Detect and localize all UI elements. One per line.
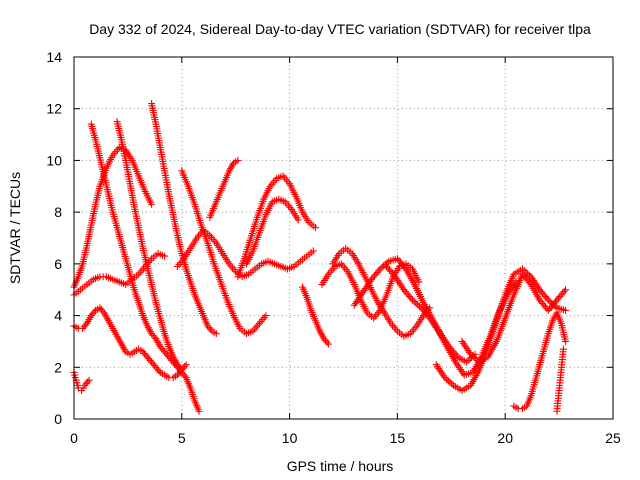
data-point-dense [414,301,422,309]
y-tick-label: 6 [54,256,62,272]
grid-layer [74,57,613,419]
data-point-dense [176,364,184,372]
series-sat-i [173,226,317,281]
x-tick-label: 0 [70,430,78,446]
y-tick-label: 4 [54,308,62,324]
series-sat-g [148,100,220,338]
data-point [441,374,449,382]
data-point [85,376,93,384]
x-tick-label: 25 [605,430,621,446]
series-sat-k [234,172,319,281]
data-point-dense [424,312,432,320]
data-point-dense [150,333,158,341]
data-point-dense [470,353,478,361]
series-sat-d [70,250,169,299]
x-tick-label: 10 [282,430,298,446]
data-point [462,358,470,366]
data-point [376,265,384,273]
data-point [148,200,156,208]
data-point-dense [181,372,189,380]
data-point [415,278,423,286]
data-point-dense [448,380,456,388]
data-point [562,286,570,294]
series-sat-j [206,156,242,221]
data-point [234,156,242,164]
data-point [467,350,475,358]
data-point [178,366,186,374]
data-point-dense [412,299,420,307]
x-axis-label: GPS time / hours [287,458,394,474]
x-tick-label: 20 [497,430,513,446]
series-sat-l [242,195,302,268]
y-tick-label: 12 [46,101,62,117]
data-point-dense [155,367,163,375]
y-tick-label: 8 [54,204,62,220]
tick-layer: 0 5 10 15 20 25 0 2 4 6 8 10 12 14 [46,49,621,446]
chart-title: Day 332 of 2024, Sidereal Day-to-day VTE… [89,21,591,37]
series-sat-s [458,270,570,366]
series-sat-m [299,283,332,348]
series-sat-e [87,120,203,415]
marks-layer [70,100,570,415]
series-sat-t [510,309,570,413]
y-tick-label: 0 [54,411,62,427]
data-point [562,337,570,345]
data-point-dense [526,279,534,287]
series-sat-b [70,368,93,395]
data-point [212,330,220,338]
data-point [311,224,319,232]
y-tick-label: 14 [46,49,62,65]
data-point [195,407,203,415]
data-point-dense [543,294,551,302]
data-point-dense [207,325,215,333]
series-sat-r [432,265,570,395]
series-sat-u [553,345,567,415]
data-point-dense [390,271,398,279]
plot-frame [73,56,614,420]
data-point-dense [90,308,98,316]
series-sat-a [70,144,156,291]
data-point-dense [525,271,533,279]
data-point-dense [410,298,418,306]
data-point [408,296,416,304]
data-point [294,216,302,224]
series-sat-n [318,260,423,322]
data-point-dense [323,338,331,346]
data-point [182,361,190,369]
data-point [562,306,570,314]
data-point-dense [464,357,472,365]
data-point [559,345,567,353]
x-tick-label: 15 [390,430,406,446]
data-point-dense [81,321,89,329]
data-point [544,296,552,304]
data-point-dense [401,263,409,271]
y-tick-label: 2 [54,359,62,375]
data-point-dense [375,267,383,275]
y-tick-label: 10 [46,152,62,168]
data-point [309,247,317,255]
data-point-dense [99,307,107,315]
data-point-dense [468,352,476,360]
data-point-dense [444,377,452,385]
series-sat-o [329,244,434,340]
data-point-dense [472,355,480,363]
data-point-dense [443,375,451,383]
data-point-dense [378,263,386,271]
y-axis-label: SDTVAR / TECUs [7,172,23,284]
data-point-dense [560,287,568,295]
data-point-dense [415,302,423,310]
data-point [161,252,169,260]
series-sat-h [178,167,270,338]
x-tick-label: 5 [178,430,186,446]
data-point [262,312,270,320]
data-point [324,340,332,348]
data-point-dense [84,378,92,386]
series-sat-f [113,118,186,374]
data-point-dense [407,294,415,302]
data-point-dense [446,378,454,386]
